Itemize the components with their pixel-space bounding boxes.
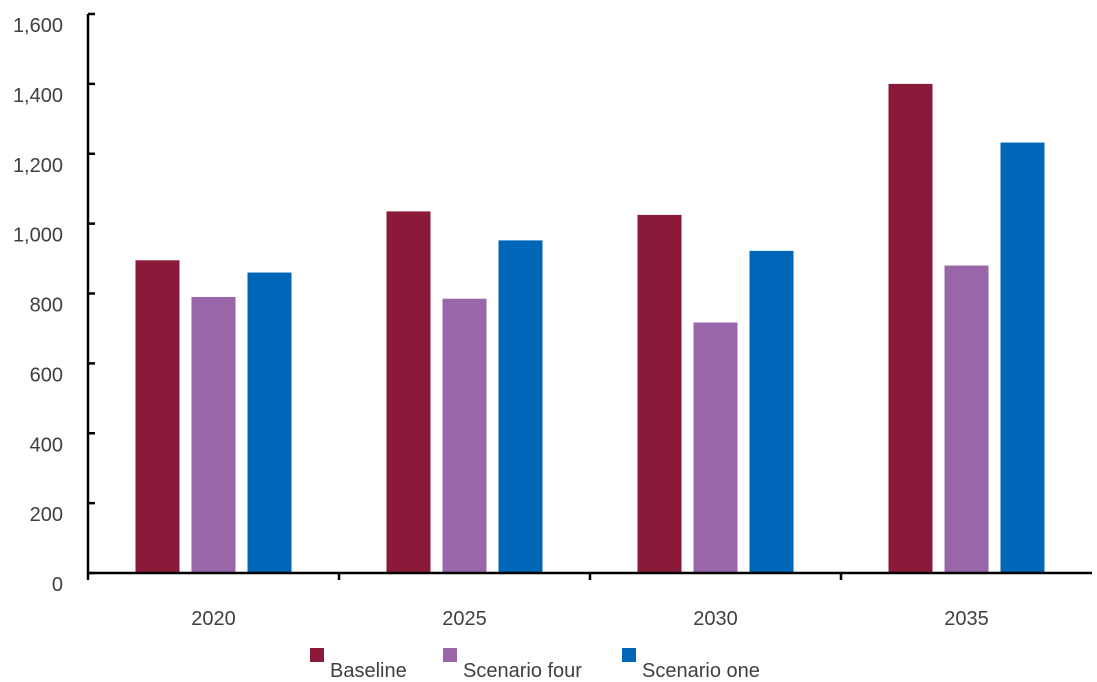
bar-baseline-2020 bbox=[135, 260, 180, 573]
y-tick-label: 200 bbox=[30, 504, 63, 526]
bar-scenario-four-2020 bbox=[191, 296, 236, 573]
y-axis-ticks: 0 200 400 600 800 1,000 1,200 1,400 1,600 bbox=[13, 12, 95, 596]
legend: Baseline Scenario four Scenario one bbox=[310, 648, 760, 682]
bar-scenario-one-2030 bbox=[749, 250, 794, 573]
y-tick-label: 1,600 bbox=[13, 15, 63, 37]
bar-scenario-one-2035 bbox=[1000, 142, 1045, 573]
y-tick-label: 800 bbox=[30, 295, 63, 317]
bar-baseline-2035 bbox=[888, 83, 933, 573]
y-tick-label: 1,200 bbox=[13, 155, 63, 177]
bars bbox=[135, 83, 1045, 573]
y-tick-label: 1,000 bbox=[13, 225, 63, 247]
x-axis-ticks: 2020 2025 2030 2035 bbox=[86, 573, 989, 630]
bar-scenario-one-2020 bbox=[247, 272, 292, 573]
bar-baseline-2025 bbox=[386, 211, 431, 573]
y-tick-label: 0 bbox=[52, 574, 63, 596]
legend-label-baseline: Baseline bbox=[330, 660, 407, 682]
bar-scenario-four-2035 bbox=[944, 265, 989, 573]
y-tick-label: 1,400 bbox=[13, 85, 63, 107]
y-tick-label: 600 bbox=[30, 364, 63, 386]
legend-label-scenario-four: Scenario four bbox=[463, 660, 582, 682]
y-tick-label: 400 bbox=[30, 434, 63, 456]
bar-baseline-2030 bbox=[637, 214, 682, 573]
bar-scenario-one-2025 bbox=[498, 240, 543, 573]
x-tick-label: 2025 bbox=[442, 608, 487, 630]
x-tick-label: 2030 bbox=[693, 608, 738, 630]
legend-swatch-baseline bbox=[310, 648, 324, 662]
bar-scenario-four-2030 bbox=[693, 322, 738, 573]
legend-label-scenario-one: Scenario one bbox=[642, 660, 760, 682]
legend-swatch-scenario-one bbox=[622, 648, 636, 662]
x-tick-label: 2020 bbox=[191, 608, 236, 630]
legend-swatch-scenario-four bbox=[443, 648, 457, 662]
x-tick-label: 2035 bbox=[944, 608, 989, 630]
bar-scenario-four-2025 bbox=[442, 298, 487, 573]
